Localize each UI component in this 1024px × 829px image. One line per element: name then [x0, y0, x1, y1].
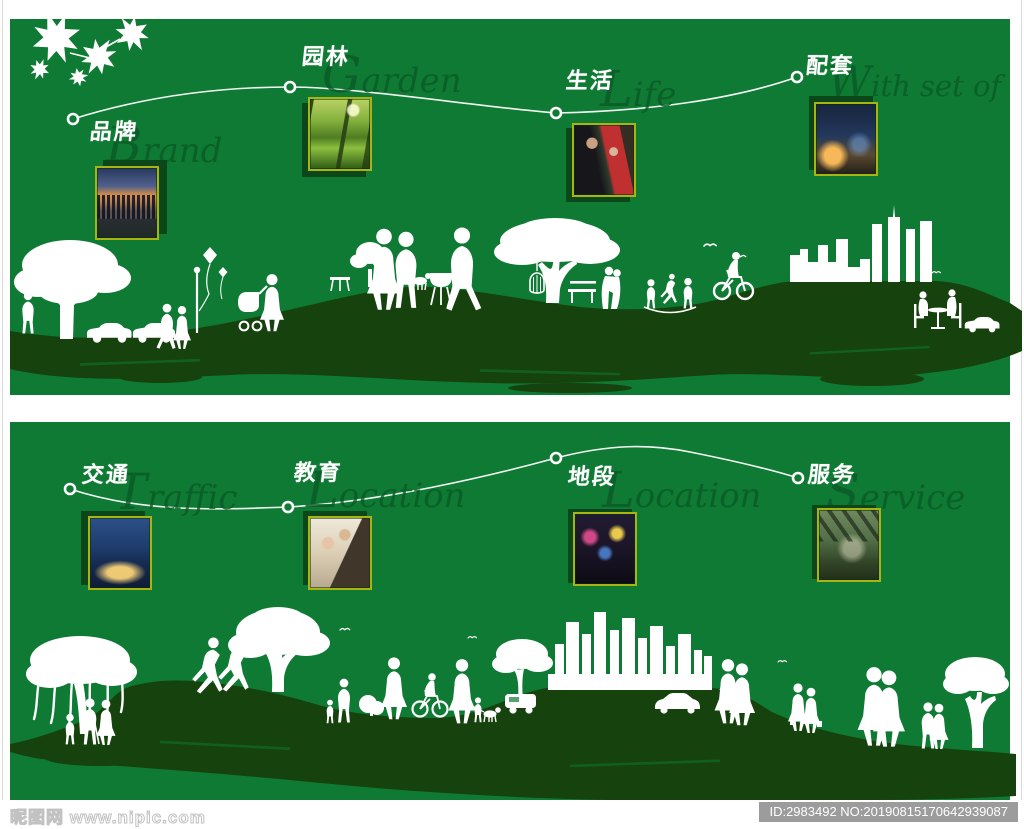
large-tree [228, 607, 330, 692]
street-lamp-and-kite [193, 247, 228, 333]
small-tree [492, 639, 553, 700]
photo-garden-image [308, 97, 372, 171]
bush [359, 695, 384, 716]
sedan-car [655, 693, 700, 714]
label-service-cn: 服务 [806, 462, 858, 487]
node-traffic [63, 482, 77, 496]
brush-ground-band [10, 680, 1016, 800]
strolling-couple [156, 303, 191, 349]
brush-texture-streaks [80, 345, 930, 376]
fashionable-women-pair [857, 667, 905, 747]
large-tree [14, 240, 131, 339]
label-with-set-of-cn: 配套 [804, 53, 856, 78]
photo-education [303, 511, 372, 590]
label-education-cn: 教育 [292, 460, 344, 485]
node-with-set-of [790, 70, 804, 84]
standing-person [22, 291, 34, 334]
node-location [549, 451, 563, 465]
label-traffic-cn: 交通 [80, 462, 132, 487]
mother-with-pram [238, 274, 284, 332]
photo-location [568, 509, 637, 586]
city-skyline [790, 205, 932, 282]
dancing-couple [601, 276, 621, 309]
label-brand-cn: 品牌 [88, 119, 140, 144]
label-garden-en: Garden [322, 46, 462, 104]
photo-traffic [81, 511, 152, 590]
willow-trees [26, 636, 137, 734]
city-skyline [548, 612, 712, 690]
photo-with-set-of-image [814, 102, 878, 176]
tree [943, 657, 1009, 748]
maple-leaves [24, 4, 157, 89]
photo-garden [302, 97, 372, 177]
brush-ground-band [10, 281, 1022, 393]
elderly-couple-with-child [65, 698, 116, 745]
shoppers-with-parasol [714, 659, 755, 726]
photo-life [566, 123, 636, 202]
photo-traffic-image [88, 516, 152, 590]
panel-top: 品牌 Brand 园林 Garden 生活 Life 配套 With set o… [10, 4, 1022, 395]
right-edge-line [1021, 0, 1022, 829]
photo-service-image [817, 508, 881, 582]
panel-bottom: 交通 Traffic 教育 Location 地段 Location 服务 Se… [10, 422, 1016, 800]
cyclist [712, 252, 755, 301]
walking-woman [381, 657, 407, 720]
girl-on-bicycle [411, 673, 449, 718]
photo-service [812, 505, 881, 582]
label-location-cn: 地段 [566, 464, 618, 489]
node-service [791, 471, 805, 485]
bottom-scene-graphic [10, 445, 1016, 800]
watermark-site-url: www.nipic.com [69, 808, 206, 828]
cafe-couple-at-table [914, 289, 962, 329]
top-connector-line [66, 70, 804, 126]
photo-brand-image [95, 166, 159, 240]
photo-location-image [573, 512, 637, 586]
children-jumping-rope [643, 273, 697, 314]
label-with-set-of-en: With set of [828, 57, 1002, 106]
minibus [505, 694, 536, 714]
node-brand [66, 112, 80, 126]
label-life-cn: 生活 [564, 68, 616, 93]
photo-education-image [308, 516, 372, 590]
label-traffic-en: Traffic [114, 463, 238, 521]
top-scene-graphic [10, 4, 1022, 393]
barbecue-group [330, 227, 482, 311]
label-life-en: Life [600, 60, 677, 118]
photo-with-set-of [809, 96, 878, 176]
shade-tree-with-birdcage [494, 218, 621, 309]
watermark-site: 昵图网 www.nipic.com [10, 803, 206, 828]
label-garden-cn: 园林 [300, 44, 352, 69]
bottom-connector-line [63, 445, 805, 514]
photo-life-image [572, 123, 636, 197]
label-location-en: Location [602, 461, 762, 519]
photo-brand [95, 160, 167, 240]
watermark-bar: 昵图网 www.nipic.com ID:2983492 NO:20190815… [0, 800, 1024, 829]
node-life [549, 106, 563, 120]
label-education-en: Location [306, 461, 466, 519]
label-service-en: Service [826, 463, 966, 521]
watermark-site-name: 昵图网 [10, 808, 64, 828]
left-edge-line [2, 0, 3, 829]
brush-texture-streaks [160, 740, 721, 768]
node-education [281, 500, 295, 514]
watermark-id-badge: ID:2983492 NO:20190815170642939087 [759, 802, 1018, 822]
women-with-bags [788, 683, 822, 733]
node-garden [283, 80, 297, 94]
woman-walking-dog [448, 659, 501, 724]
strolling-couple [921, 702, 949, 749]
